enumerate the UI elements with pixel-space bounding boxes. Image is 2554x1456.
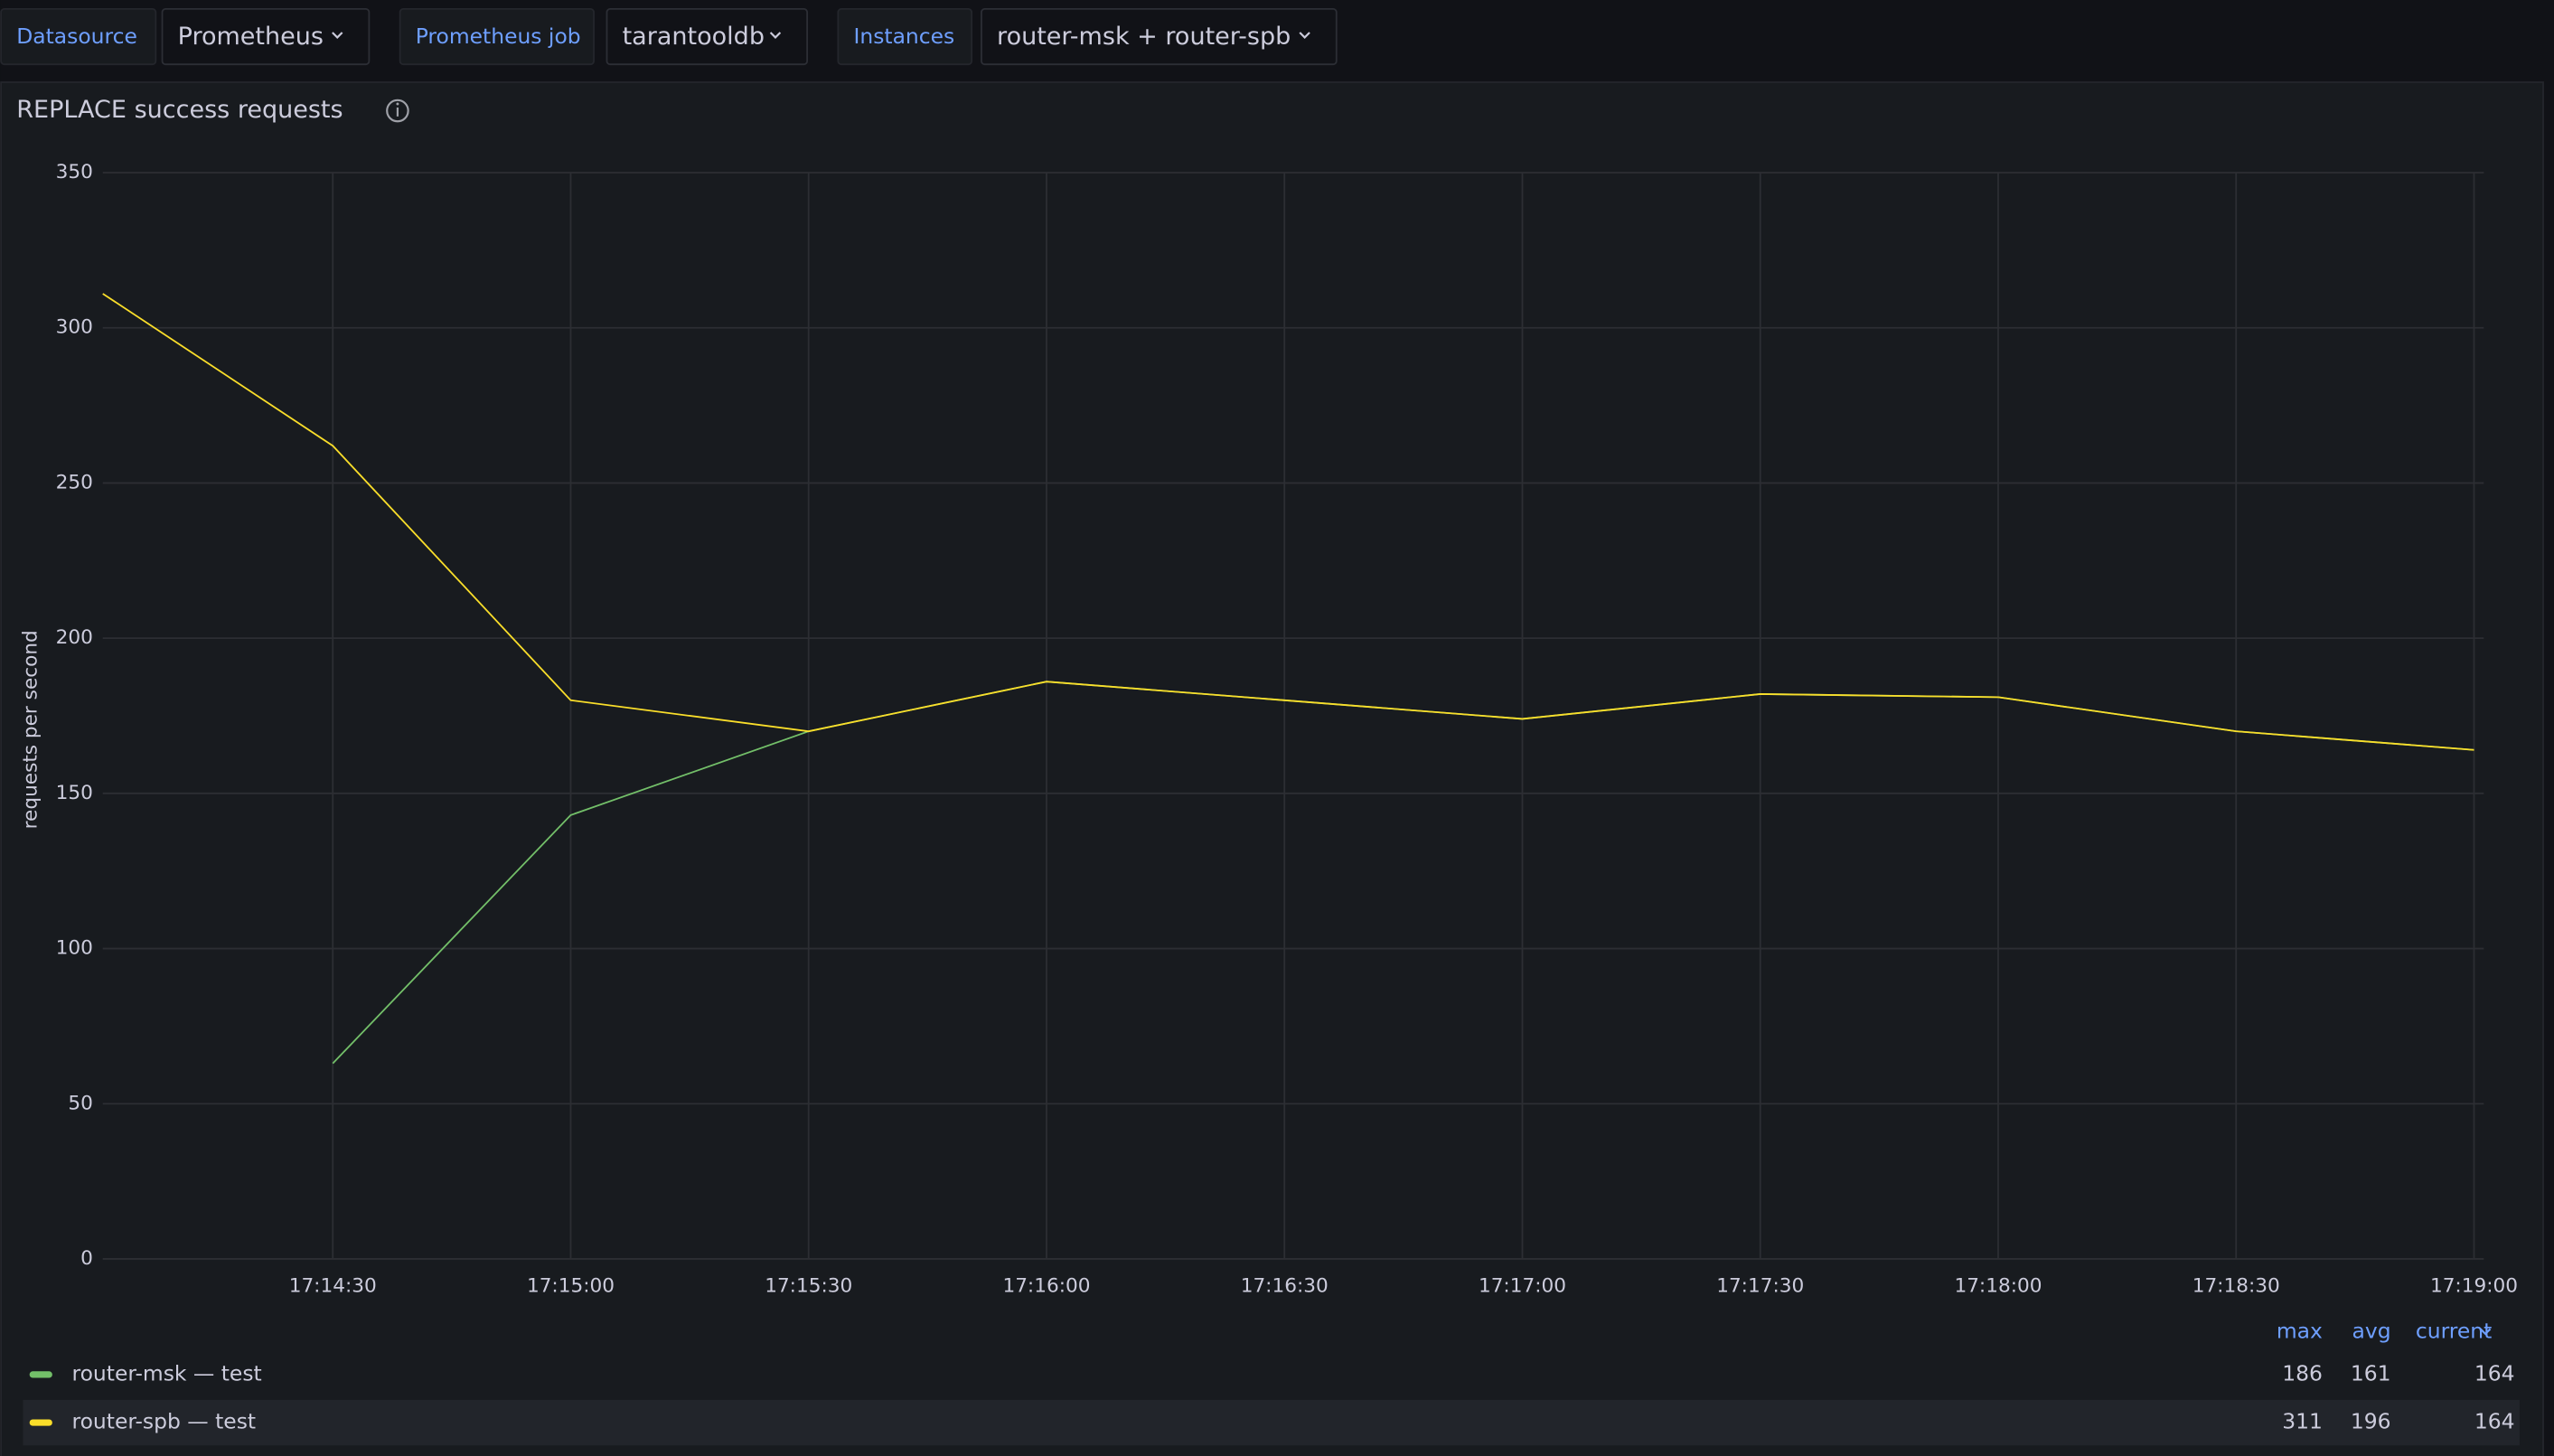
sort-chevron bbox=[2479, 1328, 2492, 1336]
panel bbox=[0, 81, 2544, 1456]
legend-name[interactable]: router-spb — test bbox=[72, 1409, 257, 1434]
info-icon[interactable] bbox=[386, 99, 409, 123]
x-tick-label: 17:19:00 bbox=[2430, 1275, 2518, 1298]
series-line bbox=[102, 293, 2474, 751]
variable-dropdown[interactable] bbox=[161, 8, 371, 66]
variable-label-box bbox=[0, 8, 157, 66]
variable-dropdown[interactable] bbox=[981, 8, 1338, 66]
chevron bbox=[1299, 32, 1310, 39]
y-tick-label: 250 bbox=[56, 471, 93, 493]
y-tick-label: 50 bbox=[68, 1092, 93, 1114]
variable-label-box bbox=[399, 8, 595, 66]
x-tick-label: 17:15:30 bbox=[765, 1275, 852, 1298]
panel-title: REPLACE success requests bbox=[16, 96, 343, 124]
y-tick-label: 150 bbox=[56, 782, 93, 804]
x-tick-label: 17:18:30 bbox=[2192, 1275, 2280, 1298]
legend-swatch[interactable] bbox=[29, 1371, 52, 1378]
legend-row-highlight bbox=[23, 1399, 2520, 1446]
legend-stat: 164 bbox=[2474, 1409, 2515, 1434]
legend-swatch[interactable] bbox=[29, 1419, 52, 1426]
legend-stat: 164 bbox=[2474, 1360, 2515, 1386]
y-tick-label: 0 bbox=[80, 1247, 93, 1270]
variable-label: Datasource bbox=[16, 23, 137, 49]
x-tick-label: 17:14:30 bbox=[289, 1275, 377, 1298]
legend-column-header[interactable]: current bbox=[2416, 1319, 2492, 1344]
variable-value[interactable]: tarantooldb bbox=[623, 23, 765, 51]
chevron bbox=[769, 32, 782, 39]
legend-column-header[interactable]: max bbox=[2277, 1319, 2323, 1344]
legend-column-header[interactable]: avg bbox=[2352, 1319, 2391, 1344]
y-tick-label: 100 bbox=[56, 937, 93, 960]
legend-stat: 186 bbox=[2282, 1360, 2323, 1386]
x-tick-label: 17:16:00 bbox=[1002, 1275, 1090, 1298]
y-axis-label: requests per second bbox=[19, 630, 42, 829]
legend-name[interactable]: router-msk — test bbox=[72, 1360, 262, 1386]
variable-label: Instances bbox=[853, 23, 954, 49]
x-tick-label: 17:16:30 bbox=[1241, 1275, 1329, 1298]
legend-stat: 161 bbox=[2351, 1360, 2391, 1386]
legend-stat: 196 bbox=[2351, 1409, 2391, 1434]
y-tick-label: 200 bbox=[56, 626, 93, 649]
variable-label-box bbox=[837, 8, 973, 66]
x-tick-label: 17:17:00 bbox=[1479, 1275, 1566, 1298]
variable-value[interactable]: Prometheus bbox=[178, 23, 324, 51]
variable-value[interactable]: router-msk + router-spb bbox=[997, 23, 1291, 51]
variable-dropdown[interactable] bbox=[606, 8, 809, 66]
x-tick-label: 17:17:30 bbox=[1716, 1275, 1804, 1298]
y-tick-label: 300 bbox=[56, 316, 93, 339]
variable-label: Prometheus job bbox=[416, 23, 581, 49]
y-tick-label: 350 bbox=[56, 161, 93, 183]
x-tick-label: 17:15:00 bbox=[527, 1275, 615, 1298]
x-tick-label: 17:18:00 bbox=[1954, 1275, 2042, 1298]
legend-stat: 311 bbox=[2282, 1409, 2323, 1434]
chevron bbox=[332, 32, 343, 39]
